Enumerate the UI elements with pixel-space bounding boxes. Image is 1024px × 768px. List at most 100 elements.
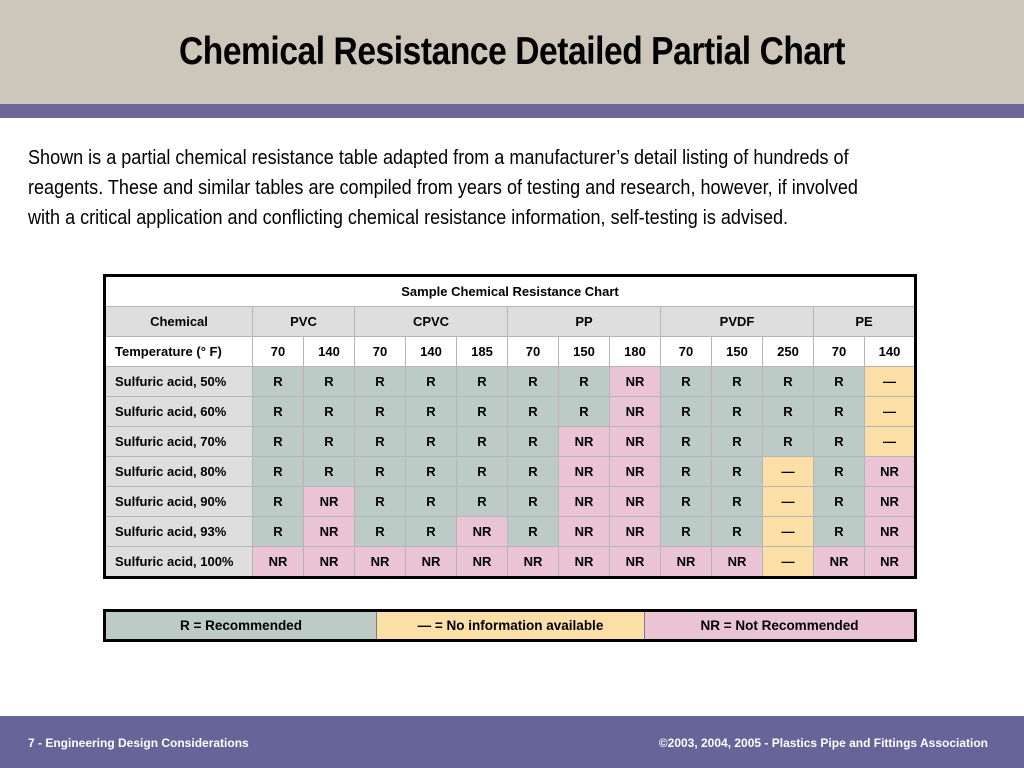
rating-cell: NR: [405, 546, 457, 578]
chemical-name: Sulfuric acid, 60%: [104, 396, 253, 427]
rating-cell: R: [507, 426, 559, 457]
material-header: PP: [507, 306, 661, 337]
rating-cell: NR: [609, 426, 661, 457]
chemical-name: Sulfuric acid, 70%: [104, 426, 253, 457]
rating-cell: R: [456, 396, 508, 427]
chemical-name: Sulfuric acid, 80%: [104, 456, 253, 487]
rating-cell: R: [252, 486, 304, 517]
rating-cell: NR: [558, 486, 610, 517]
temperature-cell: 70: [660, 336, 712, 367]
rating-cell: —: [762, 546, 814, 578]
rating-cell: NR: [711, 546, 763, 578]
rating-cell: R: [303, 396, 355, 427]
rating-cell: NR: [303, 486, 355, 517]
rating-cell: R: [354, 426, 406, 457]
rating-cell: NR: [303, 516, 355, 547]
temperature-cell: 70: [507, 336, 559, 367]
rating-cell: NR: [558, 426, 610, 457]
footer-chapter: 7 - Engineering Design Considerations: [28, 736, 249, 750]
table-row: Sulfuric acid, 80% R R R R R R NR NR R R — R NR: [104, 456, 916, 487]
rating-cell: R: [813, 426, 865, 457]
chemical-name: Sulfuric acid, 100%: [104, 546, 253, 578]
temperature-cell: 70: [813, 336, 865, 367]
table-row: Sulfuric acid, 50% R R R R R R R NR R R R R —: [104, 366, 916, 397]
rating-cell: R: [813, 456, 865, 487]
rating-cell: R: [252, 426, 304, 457]
temperature-cell: 70: [354, 336, 406, 367]
rating-cell: R: [252, 516, 304, 547]
rating-cell: —: [864, 366, 916, 397]
rating-cell: R: [405, 426, 457, 457]
chemical-name: Sulfuric acid, 50%: [104, 366, 253, 397]
chemical-name: Sulfuric acid, 93%: [104, 516, 253, 547]
rating-cell: R: [762, 366, 814, 397]
rating-cell: —: [864, 396, 916, 427]
rating-cell: R: [711, 516, 763, 547]
rating-cell: NR: [456, 546, 508, 578]
table-row: Sulfuric acid, 70% R R R R R R NR NR R R R R —: [104, 426, 916, 457]
temperature-label: Temperature (° F): [104, 336, 253, 367]
rating-cell: R: [660, 456, 712, 487]
rating-cell: R: [405, 456, 457, 487]
rating-cell: R: [507, 516, 559, 547]
rating-cell: R: [405, 486, 457, 517]
rating-cell: NR: [864, 486, 916, 517]
footer-copyright: ©2003, 2004, 2005 - Plastics Pipe and Fi…: [658, 736, 988, 750]
rating-cell: R: [405, 366, 457, 397]
rating-cell: R: [303, 456, 355, 487]
rating-cell: R: [354, 366, 406, 397]
rating-cell: R: [711, 366, 763, 397]
rating-cell: NR: [303, 546, 355, 578]
rating-cell: R: [660, 426, 712, 457]
rating-cell: NR: [660, 546, 712, 578]
temperature-cell: 70: [252, 336, 304, 367]
material-header: PVDF: [660, 306, 814, 337]
rating-cell: NR: [609, 486, 661, 517]
rating-cell: R: [711, 396, 763, 427]
material-header: PE: [813, 306, 916, 337]
rating-cell: R: [711, 486, 763, 517]
slide-title: Chemical Resistance Detailed Partial Cha…: [178, 30, 846, 73]
rating-cell: R: [456, 456, 508, 487]
footer-bar: 7 - Engineering Design Considerations ©2…: [0, 716, 1024, 768]
rating-cell: NR: [813, 546, 865, 578]
legend: R = Recommended — = No information avail…: [103, 609, 917, 642]
rating-cell: R: [354, 486, 406, 517]
rating-cell: R: [660, 396, 712, 427]
legend-not-recommended: NR = Not Recommended: [644, 610, 916, 641]
temperature-cell: 140: [864, 336, 916, 367]
rating-cell: —: [864, 426, 916, 457]
rating-cell: R: [354, 456, 406, 487]
rating-cell: R: [660, 366, 712, 397]
material-header: PVC: [252, 306, 355, 337]
rating-cell: R: [303, 426, 355, 457]
rating-cell: R: [354, 516, 406, 547]
rating-cell: R: [507, 456, 559, 487]
rating-cell: NR: [864, 516, 916, 547]
temperature-cell: 180: [609, 336, 661, 367]
rating-cell: R: [354, 396, 406, 427]
rating-cell: R: [507, 396, 559, 427]
rating-cell: —: [762, 486, 814, 517]
temperature-cell: 150: [558, 336, 610, 367]
temperature-cell: 250: [762, 336, 814, 367]
rating-cell: NR: [507, 546, 559, 578]
rating-cell: R: [762, 426, 814, 457]
rating-cell: NR: [864, 546, 916, 578]
rating-cell: R: [456, 366, 508, 397]
rating-cell: R: [456, 486, 508, 517]
table-row: Sulfuric acid, 93% R NR R R NR R NR NR R R — R NR: [104, 516, 916, 547]
material-header: CPVC: [354, 306, 508, 337]
rating-cell: NR: [558, 546, 610, 578]
rating-cell: —: [762, 516, 814, 547]
rating-cell: NR: [456, 516, 508, 547]
intro-line: Shown is a partial chemical resistance t…: [28, 146, 849, 169]
temperature-cell: 150: [711, 336, 763, 367]
rating-cell: R: [762, 396, 814, 427]
legend-recommended: R = Recommended: [104, 610, 377, 641]
rating-cell: NR: [252, 546, 304, 578]
title-band: [0, 0, 1024, 104]
chemical-name: Sulfuric acid, 90%: [104, 486, 253, 517]
rating-cell: R: [558, 396, 610, 427]
rating-cell: R: [405, 516, 457, 547]
